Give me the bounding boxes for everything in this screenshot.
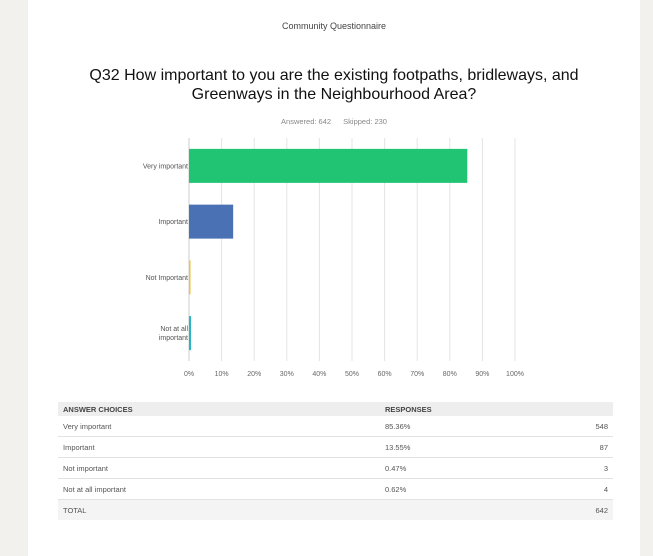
table-row: Not at all important 0.62% 4 xyxy=(58,478,613,500)
row-count: 87 xyxy=(570,436,613,458)
answered-count: Answered: 642 xyxy=(281,117,332,126)
row-count: 3 xyxy=(570,457,613,479)
row-percent: 0.62% xyxy=(380,478,570,500)
total-spacer xyxy=(380,499,570,520)
table-row: Important 13.55% 87 xyxy=(58,436,613,458)
x-tick-label: 50% xyxy=(345,371,359,378)
row-percent: 85.36% xyxy=(380,416,570,437)
table-row: Not important 0.47% 3 xyxy=(58,457,613,479)
responses-table: ANSWER CHOICES RESPONSES Very important … xyxy=(58,402,613,520)
total-count: 642 xyxy=(570,499,613,520)
x-tick-label: 40% xyxy=(312,371,326,378)
y-tick-label-line: Not at all xyxy=(160,326,188,333)
bar xyxy=(189,204,234,239)
row-choice: Very important xyxy=(58,416,380,437)
row-count: 548 xyxy=(570,416,613,437)
table-row: Very important 85.36% 548 xyxy=(58,416,613,437)
x-tick-label: 0% xyxy=(184,371,194,378)
response-summary: Answered: 642 Skipped: 230 xyxy=(28,117,640,126)
y-tick-label-line: important xyxy=(159,335,188,342)
bar-chart: 0% 10% 20% 30% 40% 50% 60% 70% 80% 90% 100% Very im… xyxy=(143,138,524,378)
y-tick-label-line: Not Important xyxy=(146,275,188,282)
page-header: Community Questionnaire xyxy=(281,21,387,31)
x-tick-label: 90% xyxy=(475,371,489,378)
y-tick-label: Not Important xyxy=(146,275,188,282)
row-percent: 0.47% xyxy=(380,457,570,479)
x-tick-label: 20% xyxy=(247,371,261,378)
y-tick-label: Not at all important xyxy=(159,326,189,342)
question-title: Q32 How important to you are the existin… xyxy=(89,67,579,103)
x-tick-label: 30% xyxy=(280,371,294,378)
row-count: 4 xyxy=(570,478,613,500)
header-responses: RESPONSES xyxy=(380,402,570,416)
total-label: TOTAL xyxy=(58,499,380,520)
total-row: TOTAL 642 xyxy=(58,499,613,520)
x-tick-label: 80% xyxy=(443,371,457,378)
row-choice: Not at all important xyxy=(58,478,380,500)
row-choice: Not important xyxy=(58,457,380,479)
y-tick-label: Important xyxy=(158,219,188,226)
row-choice: Important xyxy=(58,436,380,458)
x-tick-label: 70% xyxy=(410,371,424,378)
bar xyxy=(189,260,191,295)
bar xyxy=(189,148,468,183)
bar xyxy=(189,316,192,351)
survey-page: Community Questionnaire Q32 How importan… xyxy=(28,0,640,556)
y-tick-label: Very important xyxy=(143,163,188,170)
x-tick-label: 100% xyxy=(506,371,524,378)
y-tick-label-line: Important xyxy=(158,219,188,226)
skipped-count: Skipped: 230 xyxy=(343,117,387,126)
row-percent: 13.55% xyxy=(380,436,570,458)
x-tick-label: 60% xyxy=(378,371,392,378)
table-header-row: ANSWER CHOICES RESPONSES xyxy=(58,402,613,416)
header-answer-choices: ANSWER CHOICES xyxy=(58,402,380,416)
y-tick-label-line: Very important xyxy=(143,163,188,170)
x-tick-label: 10% xyxy=(215,371,229,378)
header-count xyxy=(570,402,613,416)
